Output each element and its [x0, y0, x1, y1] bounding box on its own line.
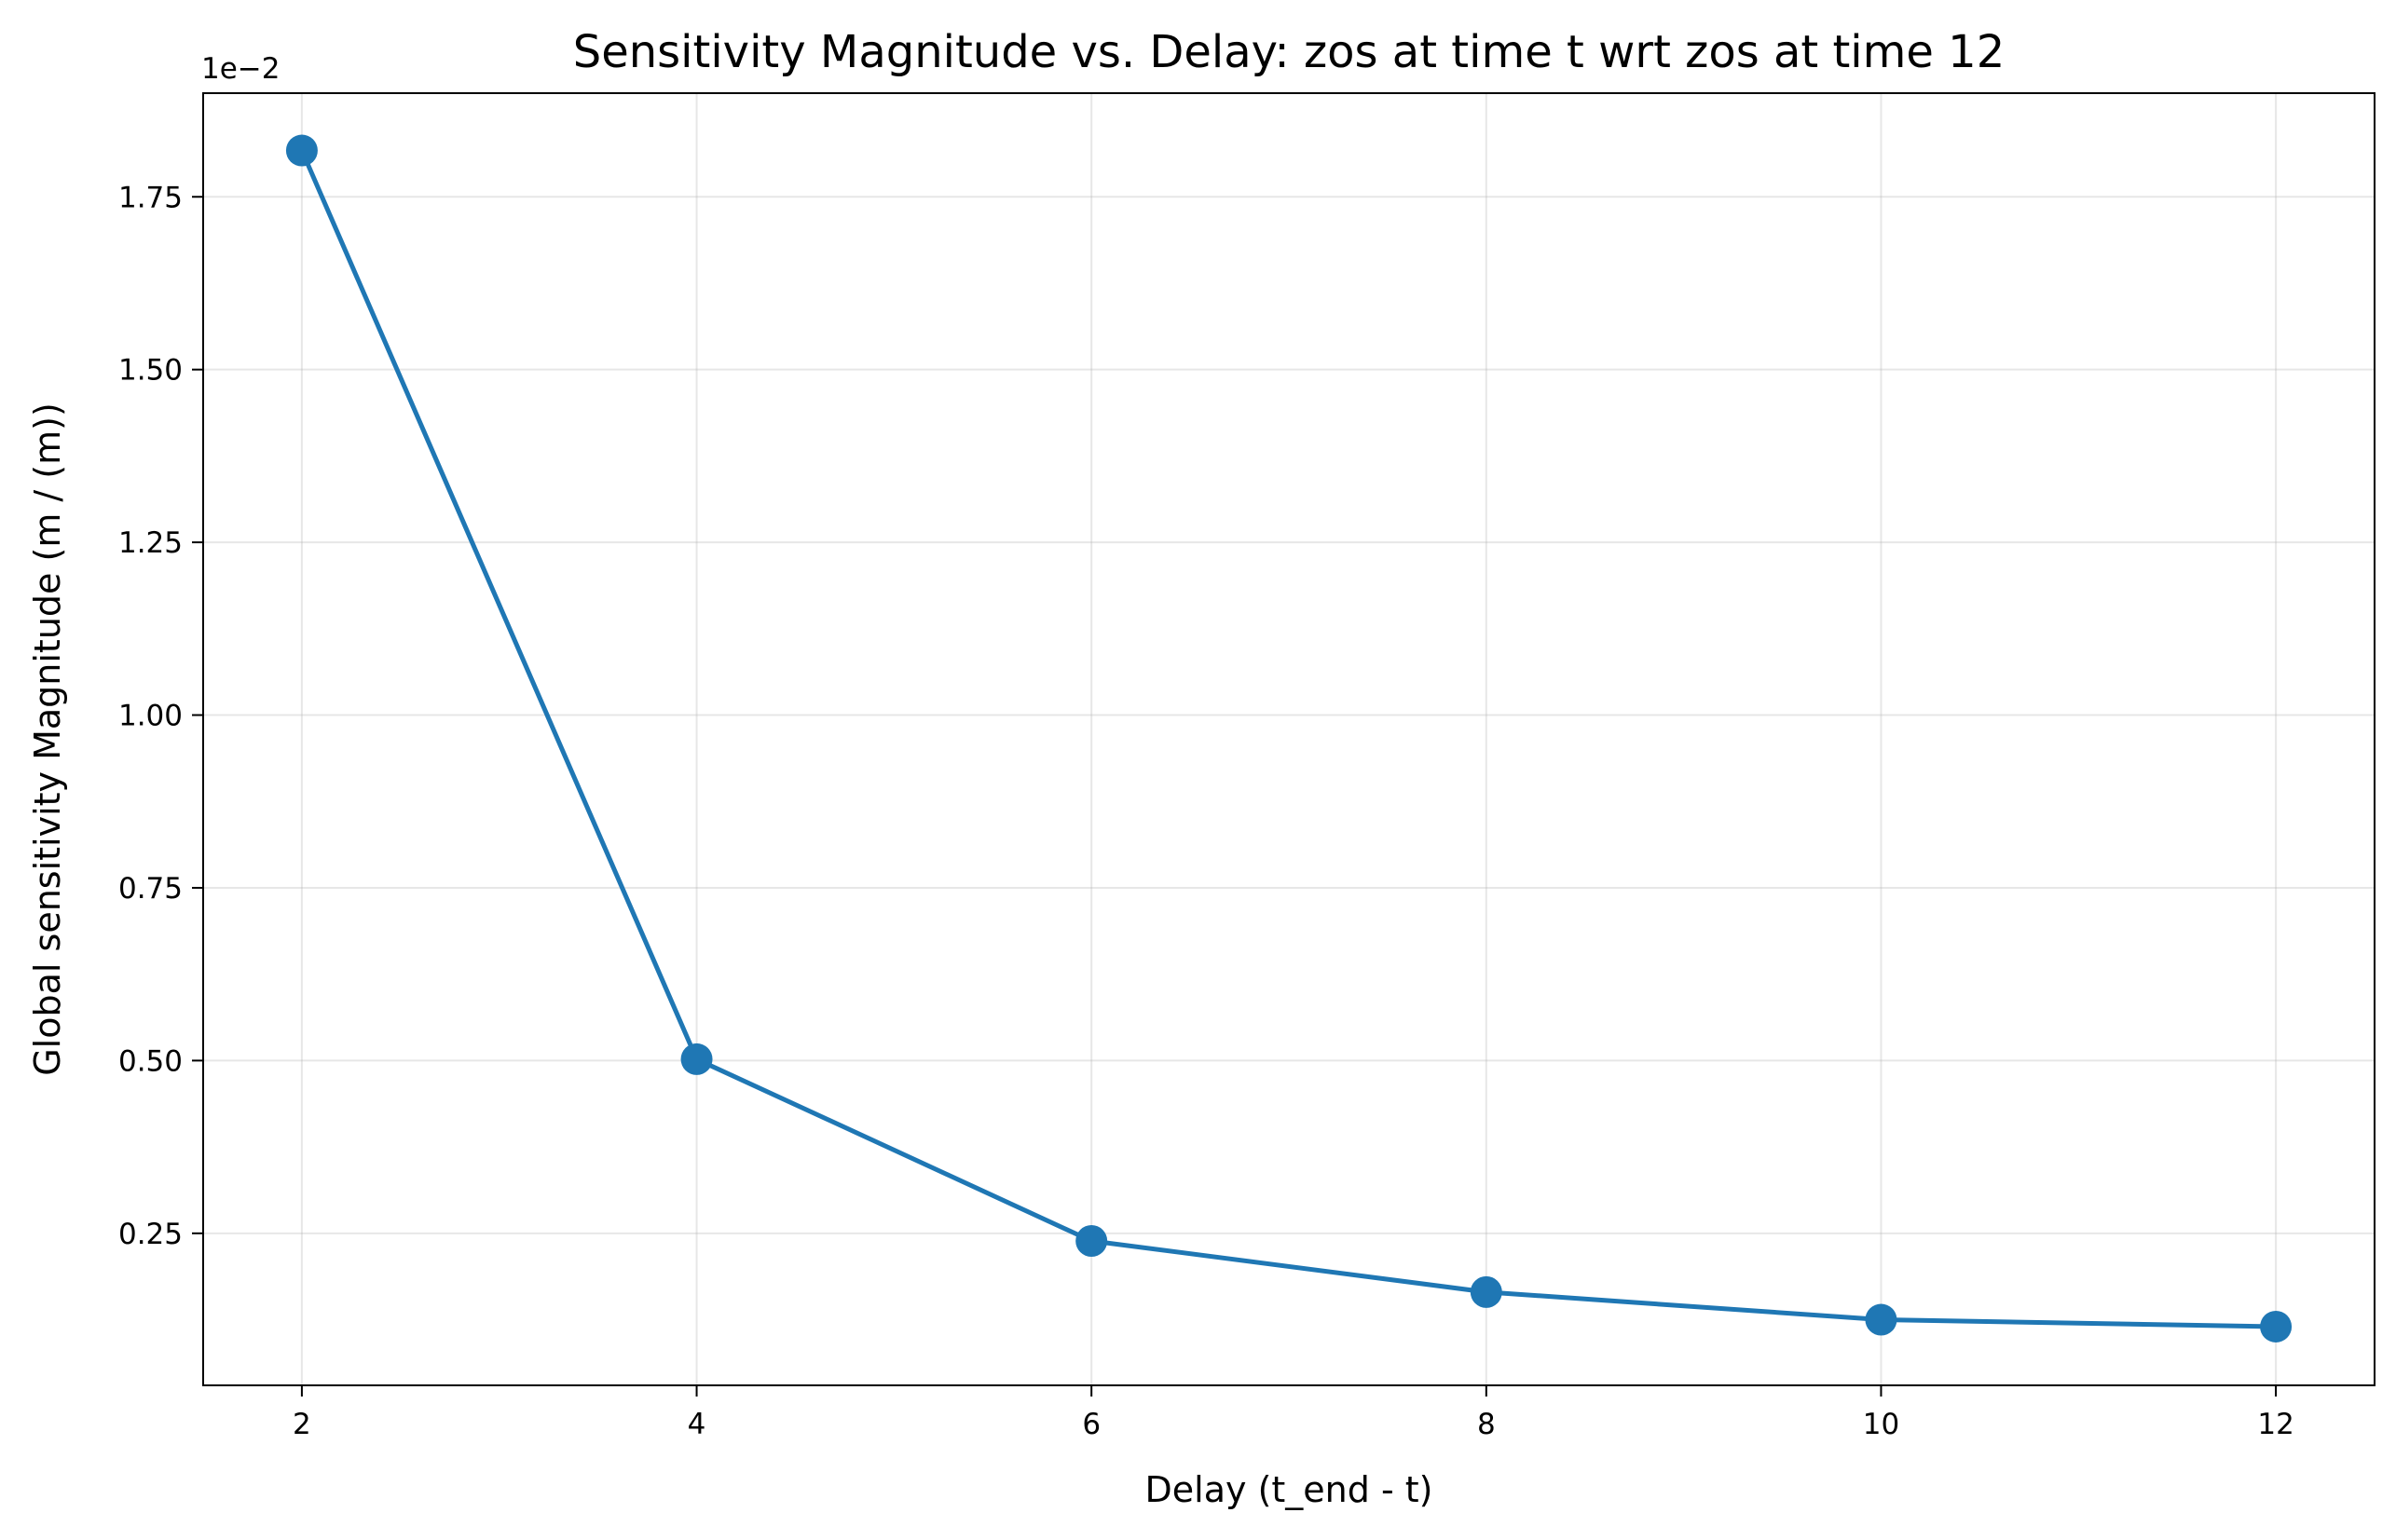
x-tick-label: 10 [1863, 1408, 1899, 1441]
x-tick-label: 6 [1082, 1408, 1101, 1441]
y-tick-label: 0.50 [118, 1044, 183, 1078]
plot-series [285, 134, 2293, 1342]
series-line [299, 148, 2279, 1329]
y-tick-label: 1.25 [118, 526, 183, 560]
y-tick-label: 0.75 [118, 872, 183, 906]
axis-ticks: 2 4 6 8 10 12 0.25 0.50 0.75 1.00 1.25 1.50 1.75 [118, 181, 2294, 1441]
x-tick-label: 12 [2257, 1408, 2293, 1441]
x-tick-label: 8 [1477, 1408, 1496, 1441]
plot-frame [202, 92, 2375, 1386]
chart-title: Sensitivity Magnitude vs. Delay: zos at … [573, 26, 2006, 78]
y-tick-label: 1.00 [118, 700, 183, 733]
data-point [285, 134, 318, 167]
y-tick-label: 1.75 [118, 181, 183, 214]
data-point [1470, 1275, 1502, 1308]
y-tick-label: 1.50 [118, 354, 183, 388]
data-point [1075, 1224, 1108, 1257]
data-point [1865, 1303, 1897, 1336]
y-tick-label: 0.25 [118, 1218, 183, 1251]
y-axis-label: Global sensitivity Magnitude (m / (m)) [27, 402, 68, 1076]
grid [203, 93, 2375, 1385]
x-tick-label: 2 [293, 1408, 311, 1441]
data-point [2260, 1310, 2293, 1342]
x-tick-label: 4 [688, 1408, 706, 1441]
y-axis-offset-label: 1e−2 [201, 52, 281, 86]
x-axis-label: Delay (t_end - t) [1145, 1469, 1433, 1510]
data-point [680, 1043, 713, 1075]
